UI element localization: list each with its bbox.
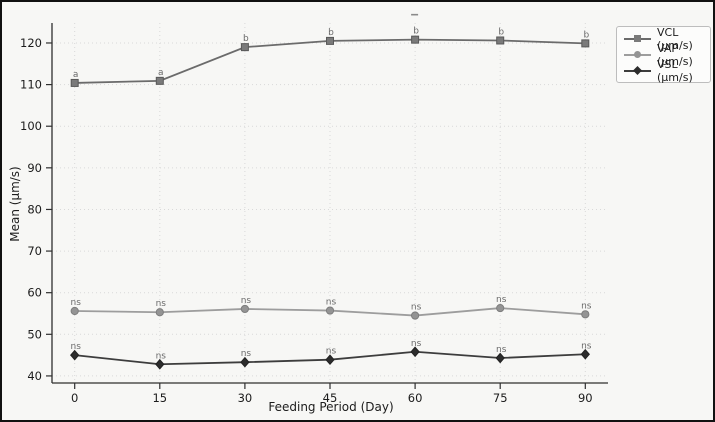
data-point-square xyxy=(581,39,590,48)
data-point-diamond xyxy=(70,349,80,361)
data-point-square xyxy=(155,76,164,85)
x-axis-label: Feeding Period (Day) xyxy=(268,400,394,414)
significance-label: b xyxy=(328,28,334,38)
y-tick-label: 40 xyxy=(27,369,42,383)
significance-label: ns xyxy=(156,351,167,361)
data-point-square xyxy=(240,43,249,52)
data-point-diamond xyxy=(325,354,335,366)
data-point-circle xyxy=(581,310,590,319)
significance-label: b xyxy=(413,27,419,37)
vcl-line-sample xyxy=(624,34,651,43)
legend-item-vsl: VSL (μm/s) xyxy=(624,58,703,84)
legend: VCL (μm/s) VAP (μm/s) VSL (μm/s) xyxy=(616,26,711,84)
data-point-square xyxy=(496,36,505,45)
significance-label: ns xyxy=(326,298,337,308)
data-point-circle xyxy=(411,311,420,320)
data-point-circle xyxy=(325,306,335,315)
x-tick-label: 0 xyxy=(71,391,78,405)
legend-label-vsl: VSL (μm/s) xyxy=(657,57,693,84)
square-marker-icon xyxy=(634,35,641,42)
legend-label-vcl: VCL (μm/s) xyxy=(657,25,693,52)
legend-item-vcl: VCL (μm/s) xyxy=(624,26,703,52)
y-tick-label: 70 xyxy=(27,244,42,258)
vap-line-sample xyxy=(624,50,651,59)
y-tick-label: 60 xyxy=(27,286,42,300)
significance-label: ns xyxy=(70,342,81,352)
data-point-diamond xyxy=(580,348,590,360)
circle-marker-icon xyxy=(634,51,641,58)
significance-label: ns xyxy=(70,298,81,308)
y-tick-label: 50 xyxy=(27,327,42,341)
x-tick-label: 60 xyxy=(408,391,423,405)
data-point-diamond xyxy=(155,358,165,370)
significance-label: ns xyxy=(156,299,167,309)
y-tick-label: 120 xyxy=(20,36,42,50)
significance-label: ns xyxy=(326,347,337,357)
legend-label-vap: VAP (μm/s) xyxy=(657,41,693,68)
significance-label: ns xyxy=(411,339,422,349)
legend-item-vap: VAP (μm/s) xyxy=(624,42,703,68)
y-tick-label: 90 xyxy=(27,161,42,175)
data-point-circle xyxy=(155,308,164,317)
significance-label: ns xyxy=(241,296,252,306)
data-point-diamond xyxy=(240,356,250,368)
significance-label: ns xyxy=(496,295,507,305)
significance-label: b xyxy=(583,30,589,40)
data-point-circle xyxy=(496,303,505,313)
data-point-circle xyxy=(240,304,249,314)
data-point-square xyxy=(411,35,420,44)
x-tick-label: 75 xyxy=(493,391,508,405)
data-point-circle xyxy=(70,306,79,316)
significance-label: ns xyxy=(581,301,592,311)
x-tick-label: 45 xyxy=(323,391,338,405)
significance-label: ns xyxy=(411,303,422,313)
y-axis-label: Mean (μm/s) xyxy=(8,166,22,242)
significance-label: ns xyxy=(581,341,592,351)
data-point-diamond xyxy=(410,346,420,358)
significance-label: ns xyxy=(241,349,252,359)
y-tick-label: 80 xyxy=(27,202,42,216)
data-point-square xyxy=(70,78,79,87)
y-tick-label: 110 xyxy=(20,78,42,92)
data-point-square xyxy=(326,36,334,45)
significance-label: b xyxy=(498,27,504,37)
x-tick-label: 30 xyxy=(238,391,253,405)
x-tick-label: 15 xyxy=(152,391,167,405)
significance-label: ns xyxy=(496,345,507,355)
significance-label: a xyxy=(158,68,164,78)
diamond-marker-icon xyxy=(633,66,642,75)
significance-label: b xyxy=(243,34,249,44)
vsl-line-sample xyxy=(624,66,651,75)
significance-label: a xyxy=(73,70,79,80)
data-point-diamond xyxy=(495,352,505,364)
x-tick-label: 90 xyxy=(578,391,593,405)
series-line-square xyxy=(74,38,586,84)
y-tick-label: 100 xyxy=(20,119,42,133)
